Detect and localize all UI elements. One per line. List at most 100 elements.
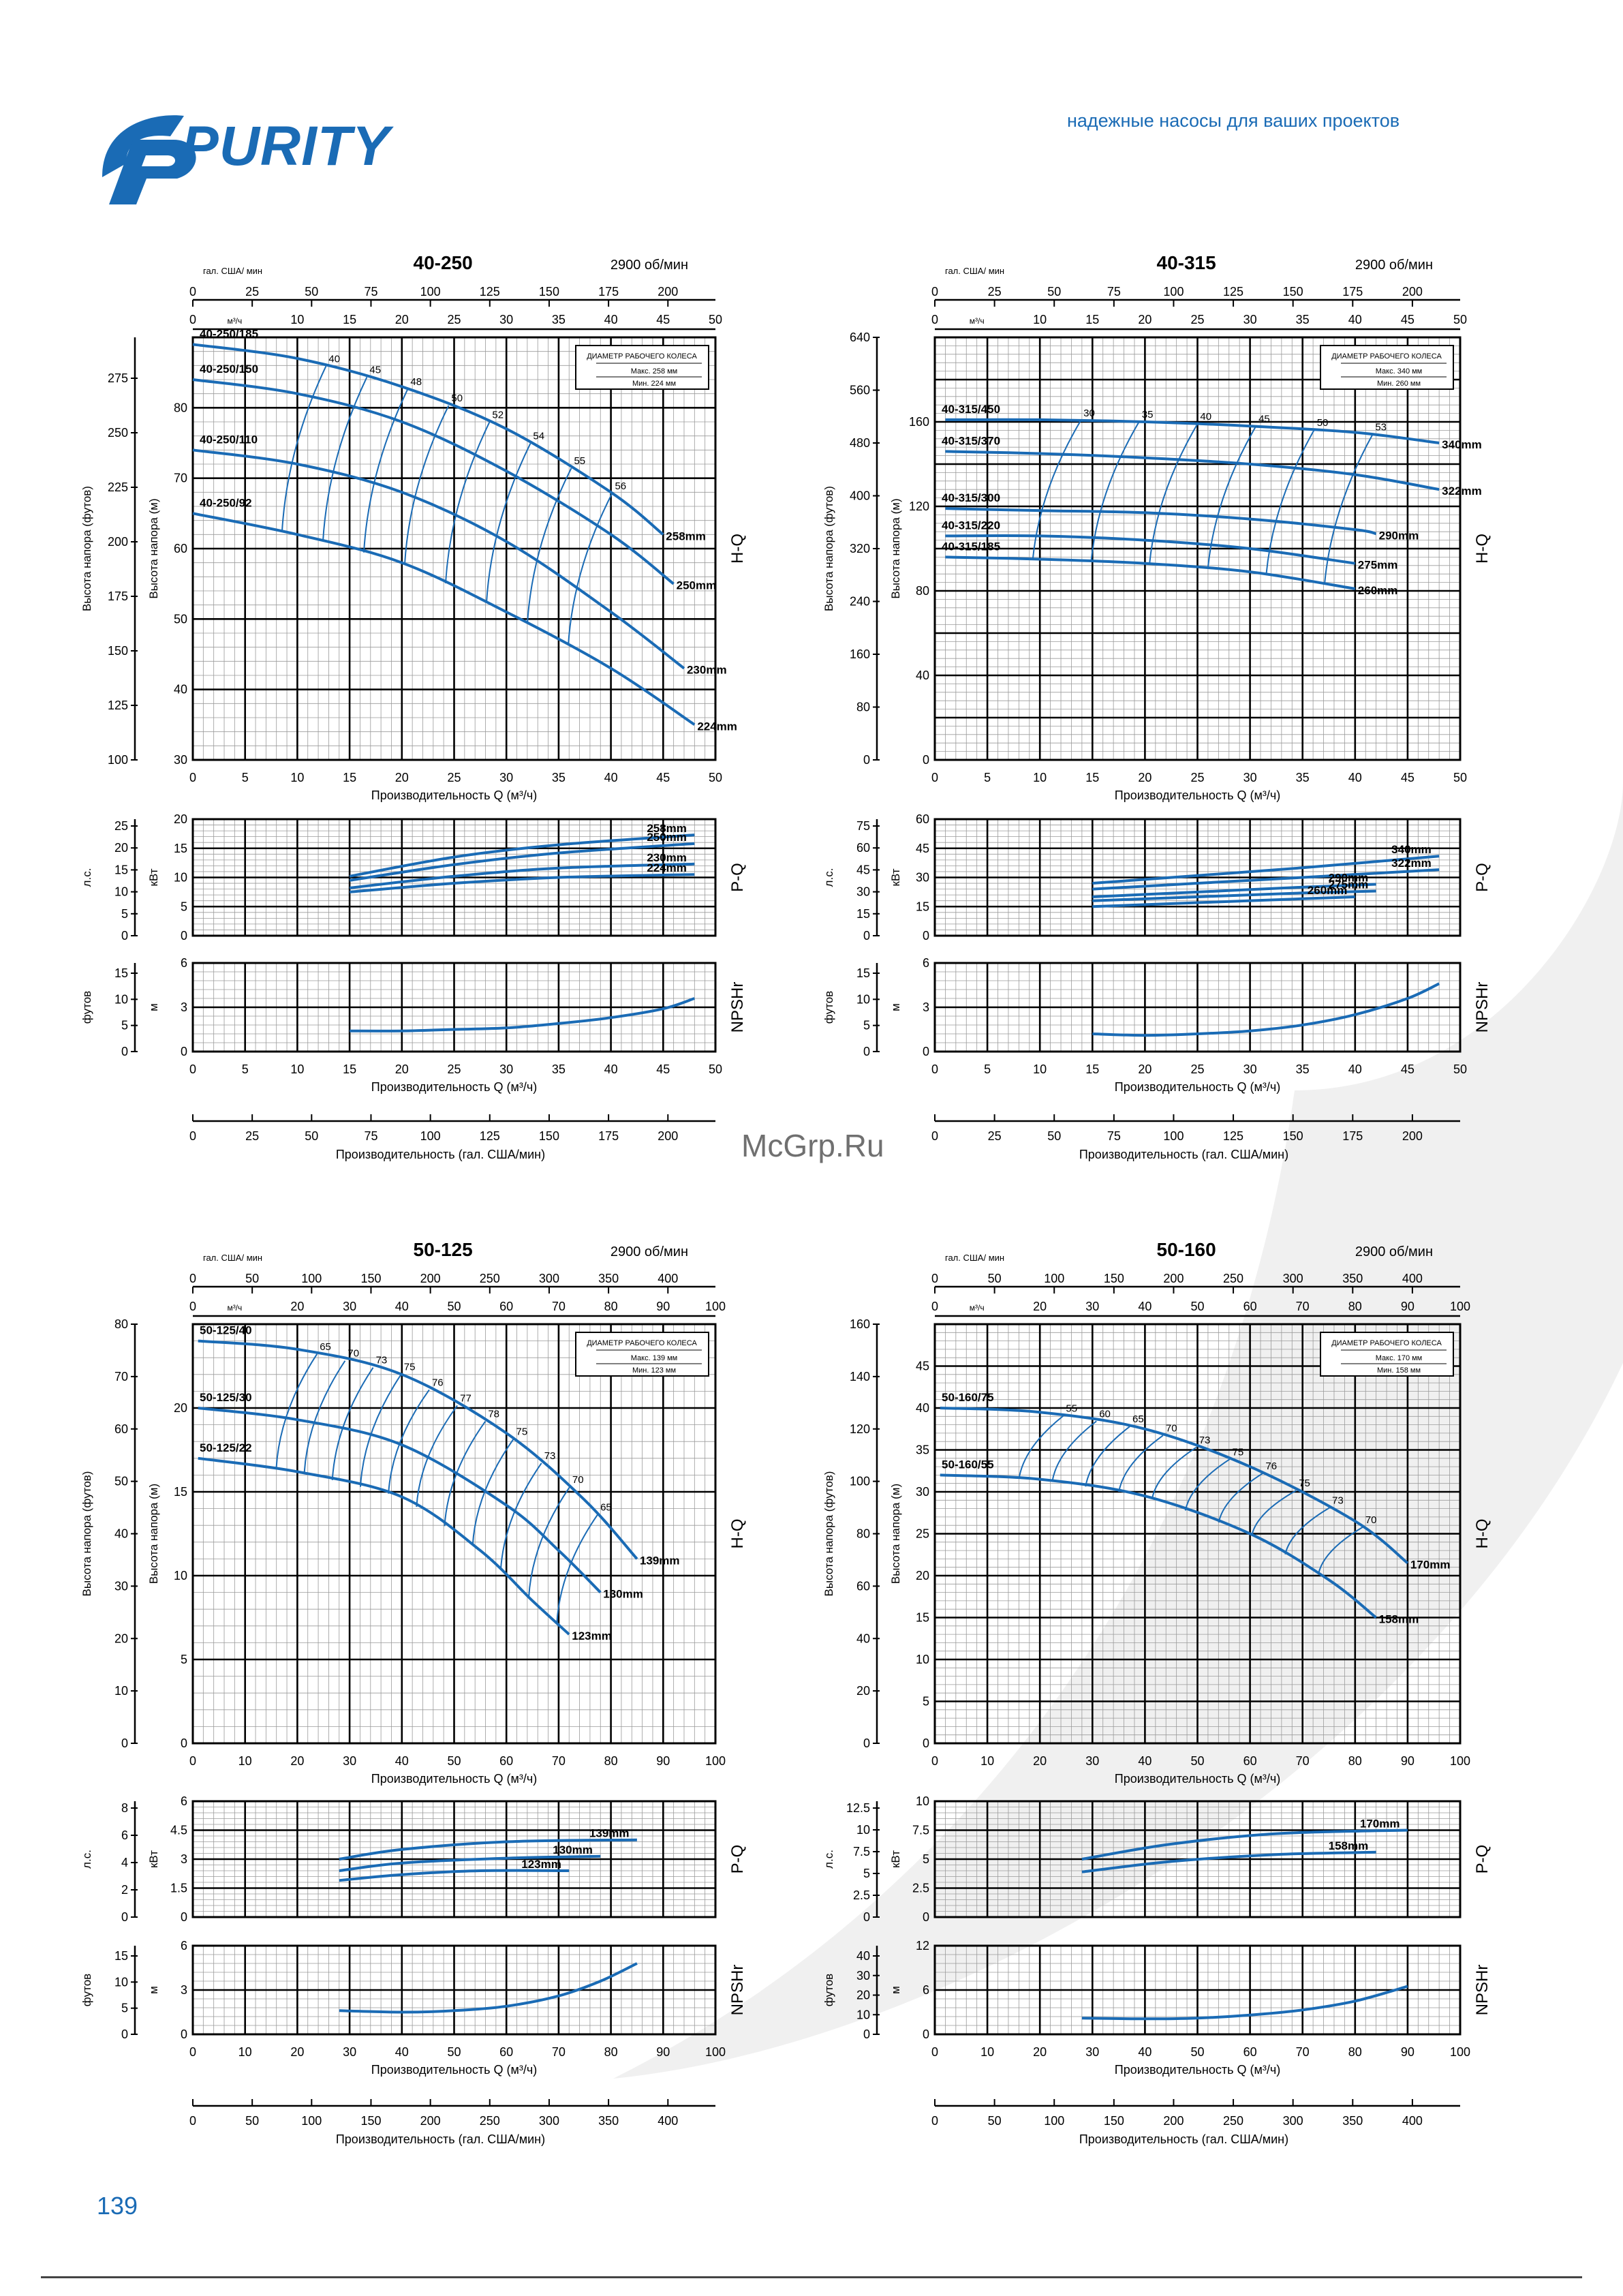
hq-x-tick: 5	[242, 771, 249, 784]
efficiency-iso-line	[556, 1514, 598, 1623]
bottom-gpm-xlabel: Производительность (гал. США/мин)	[336, 2132, 545, 2146]
hq-x-tick: 25	[447, 771, 461, 784]
pq-y-tick-hp: 15	[856, 907, 870, 921]
top-m3h-tick: 80	[604, 1300, 618, 1313]
npsh-y-tick-ft: 15	[114, 1949, 128, 1963]
top-m3h-tick: 50	[709, 313, 722, 326]
pq-y-tick-kw: 2.5	[912, 1882, 929, 1895]
hq-impeller-label: 50-160/75	[942, 1391, 994, 1404]
pq-curve-260mm	[1092, 896, 1355, 908]
hq-x-tick: 45	[1401, 771, 1415, 784]
top-m3h-tick: 30	[1243, 313, 1257, 326]
hq-side-label: H-Q	[1473, 534, 1491, 564]
efficiency-label: 76	[1265, 1460, 1277, 1472]
efficiency-label: 53	[1375, 422, 1387, 433]
brand-logo: PURITY	[181, 115, 390, 177]
npsh-ylabel-ft: футов	[822, 1974, 835, 2006]
npsh-y-tick-ft: 5	[121, 1019, 128, 1032]
hq-impeller-label: 40-315/450	[942, 403, 1000, 416]
bottom-gpm-tick: 100	[1163, 1129, 1184, 1143]
pq-curve-322mm	[1092, 868, 1440, 891]
hq-curve-label: 130mm	[603, 1588, 643, 1601]
impeller-legend-title: ДИАМЕТР РАБОЧЕГО КОЛЕСА	[587, 352, 697, 361]
hq-curve-label: 230mm	[687, 664, 727, 677]
top-m3h-tick: 20	[1033, 1300, 1047, 1313]
efficiency-iso-line	[499, 1463, 542, 1571]
npsh-x-tick: 40	[395, 2045, 409, 2059]
npsh-ylabel-m: м	[889, 1003, 902, 1011]
hq-impeller-label: 50-125/22	[200, 1441, 252, 1454]
hq-ylabel-m: Высота напора (м)	[889, 1484, 902, 1584]
hq-y-tick-m: 5	[923, 1695, 929, 1709]
efficiency-iso-line	[388, 1389, 430, 1494]
hq-side-label: H-Q	[728, 534, 747, 564]
npsh-x-tick: 30	[1085, 2045, 1099, 2059]
top-gpm-tick: 100	[1044, 1272, 1064, 1285]
impeller-legend-max: Макс. 139 мм	[631, 1354, 678, 1362]
hq-y-tick-m: 0	[181, 1736, 187, 1750]
efficiency-iso-line	[1251, 1490, 1297, 1535]
pq-y-tick-hp: 0	[121, 1910, 128, 1924]
efficiency-label: 35	[1142, 409, 1154, 420]
hq-y-tick-m: 20	[916, 1569, 929, 1582]
pq-curve-label: 139mm	[589, 1827, 630, 1840]
efficiency-label: 55	[1066, 1403, 1077, 1415]
pq-y-tick-kw: 5	[923, 1852, 929, 1866]
hq-x-tick: 35	[1296, 771, 1310, 784]
hq-impeller-label: 40-315/370	[942, 434, 1000, 447]
impeller-legend-min: Мин. 224 мм	[632, 380, 676, 388]
npsh-y-tick-ft: 0	[121, 1045, 128, 1058]
npsh-y-tick-m: 6	[181, 1939, 187, 1953]
hq-impeller-label: 40-250/92	[200, 496, 252, 509]
hq-y-tick-ft: 40	[114, 1527, 128, 1541]
npsh-xlabel: Производительность Q (м³/ч)	[371, 1080, 537, 1094]
npsh-y-tick-ft: 40	[856, 1949, 870, 1963]
pq-y-tick-kw: 4.5	[170, 1824, 187, 1837]
hq-curve-label: 123mm	[572, 1629, 612, 1642]
efficiency-iso-line	[1149, 423, 1199, 564]
hq-y-tick-ft: 175	[108, 590, 128, 603]
pq-y-tick-hp: 0	[121, 929, 128, 943]
pq-y-tick-kw: 6	[181, 1794, 187, 1808]
impeller-legend-max: Макс. 170 мм	[1376, 1354, 1423, 1362]
npsh-xlabel: Производительность Q (м³/ч)	[371, 2063, 537, 2077]
hq-xlabel: Производительность Q (м³/ч)	[1115, 789, 1280, 802]
pq-y-tick-kw: 15	[916, 900, 929, 913]
hq-y-tick-m: 40	[916, 1401, 929, 1415]
pq-side-label: P-Q	[1473, 1845, 1491, 1874]
plot-frame	[933, 818, 1462, 937]
hq-x-tick: 40	[1138, 1754, 1151, 1768]
efficiency-label: 73	[376, 1355, 388, 1366]
pq-curve-label: 230mm	[647, 851, 687, 864]
pq-curve-label: 275mm	[1329, 878, 1369, 891]
bottom-gpm-tick: 100	[301, 2114, 322, 2128]
npsh-y-tick-ft: 30	[856, 1969, 870, 1983]
hq-curve-224mm	[192, 512, 696, 726]
top-gpm-label: гал. США/ мин	[945, 1253, 1004, 1263]
npsh-y-tick-ft: 5	[863, 1019, 870, 1032]
hq-x-tick: 15	[1085, 771, 1099, 784]
bottom-gpm-tick: 100	[420, 1129, 441, 1143]
hq-y-tick-ft: 200	[108, 535, 128, 549]
top-gpm-tick: 0	[189, 1272, 196, 1285]
pq-y-tick-kw: 0	[181, 1910, 187, 1924]
npsh-y-tick-ft: 10	[856, 2008, 870, 2021]
npsh-y-tick-ft: 0	[121, 2027, 128, 2041]
npsh-x-tick: 10	[290, 1062, 304, 1076]
hq-x-tick: 25	[1190, 771, 1204, 784]
efficiency-label: 70	[572, 1474, 584, 1486]
hq-curve-275mm	[945, 534, 1356, 565]
pq-curve-230mm	[349, 862, 695, 889]
top-m3h-tick: 90	[1401, 1300, 1415, 1313]
impeller-legend-title: ДИАМЕТР РАБОЧЕГО КОЛЕСА	[1331, 352, 1442, 361]
top-m3h-tick: 15	[343, 313, 356, 326]
hq-y-tick-m: 15	[916, 1611, 929, 1625]
pq-curve-130mm	[339, 1854, 601, 1872]
efficiency-iso-line	[486, 443, 531, 603]
top-gpm-label: гал. США/ мин	[203, 1253, 262, 1263]
chart-speed: 2900 об/мин	[1355, 258, 1433, 273]
impeller-legend-box	[575, 1332, 709, 1377]
pq-y-tick-hp: 7.5	[853, 1845, 870, 1858]
top-gpm-tick: 50	[305, 285, 318, 299]
pq-y-tick-hp: 8	[121, 1801, 128, 1815]
